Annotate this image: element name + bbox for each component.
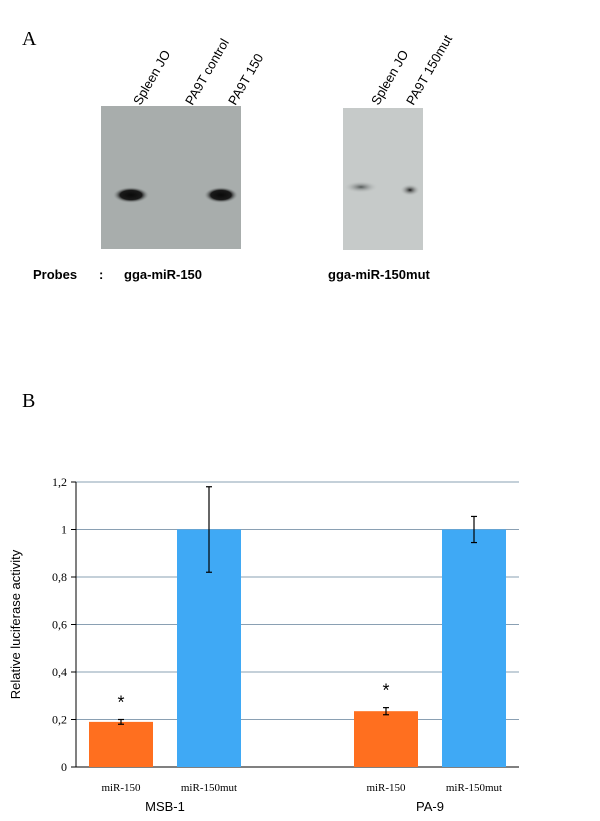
northern-blot-mut-image (343, 108, 423, 250)
bar (442, 529, 506, 767)
bar-category-label: miR-150mut (181, 782, 237, 794)
panel-b-label: B (22, 390, 36, 412)
probes-colon: : (99, 267, 104, 282)
probe-name: gga-miR-150mut (328, 267, 430, 282)
probes-label: Probes (33, 267, 78, 282)
y-tick-label: 0,6 (52, 618, 67, 632)
bar-category-label: miR-150mut (446, 782, 502, 794)
group-label: PA-9 (416, 799, 444, 814)
bar-category-label: miR-150 (366, 782, 406, 794)
bar (354, 711, 418, 767)
y-tick-label: 1,2 (52, 475, 67, 489)
y-tick-label: 0,8 (52, 570, 67, 584)
y-tick-label: 0 (61, 760, 67, 774)
northern-blot-image (101, 106, 241, 249)
y-axis-label: Relative luciferase activity (8, 549, 23, 699)
y-tick-label: 0,4 (52, 665, 67, 679)
significance-marker: * (117, 693, 124, 713)
panel-a-label: A (22, 28, 37, 50)
bar (89, 721, 153, 767)
y-tick-label: 1 (61, 523, 67, 537)
group-label: MSB-1 (145, 799, 185, 814)
y-tick-label: 0,2 (52, 713, 67, 727)
bar-category-label: miR-150 (101, 782, 141, 794)
significance-marker: * (382, 681, 389, 701)
probe-name: gga-miR-150 (124, 267, 203, 282)
